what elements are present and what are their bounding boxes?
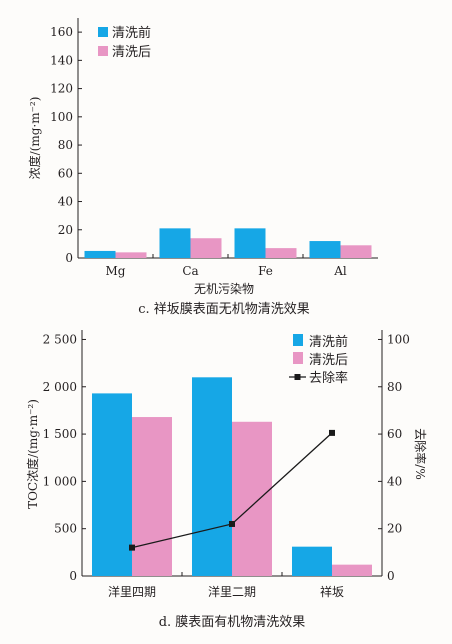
d-bar-before xyxy=(292,546,332,576)
d-y-axis-title: TOC浓度/(mg·m⁻²) xyxy=(25,399,40,509)
d-category-label: 洋里四期 xyxy=(108,584,156,599)
c-y-tick-label: 20 xyxy=(58,223,73,237)
d-y2-tick-label: 20 xyxy=(387,522,402,536)
c-y-axis-title: 浓度/(mg·m⁻²) xyxy=(27,97,42,180)
d-category-label: 祥坂 xyxy=(320,585,344,599)
c-bar-before xyxy=(159,228,191,258)
c-legend-label: 清洗后 xyxy=(112,45,151,60)
d-y-tick-label: 1 000 xyxy=(43,474,77,488)
c-bar-after xyxy=(190,238,222,258)
d-caption: d. 膜表面有机物清洗效果 xyxy=(159,615,306,630)
c-category-label: Fe xyxy=(258,264,273,278)
c-bar-before xyxy=(84,250,116,258)
d-rate-point xyxy=(129,544,135,551)
d-rate-point xyxy=(329,429,335,436)
c-y-tick-label: 80 xyxy=(58,138,73,152)
c-y-tick-label: 60 xyxy=(58,166,73,180)
d-y-tick-label: 1 500 xyxy=(43,427,77,441)
d-bar-after xyxy=(132,417,172,576)
d-category-label: 洋里二期 xyxy=(208,584,256,599)
d-bar-before xyxy=(92,393,132,576)
d-y2-tick-label: 0 xyxy=(387,569,395,583)
d-bar-before xyxy=(192,377,232,576)
c-bar-after xyxy=(115,252,147,258)
d-legend-label: 清洗后 xyxy=(309,353,348,368)
c-category-label: Ca xyxy=(182,264,198,278)
c-bar-after xyxy=(340,245,372,258)
d-rate-point xyxy=(229,520,235,527)
d-legend-swatch xyxy=(293,352,303,364)
d-y2-tick-label: 40 xyxy=(387,474,402,488)
c-legend-swatch xyxy=(98,46,108,56)
c-bar-before xyxy=(234,228,266,258)
d-legend-label: 去除率 xyxy=(309,370,348,386)
d-y2-tick-label: 100 xyxy=(387,332,410,346)
c-y-tick-label: 40 xyxy=(58,195,73,209)
d-y2-tick-label: 60 xyxy=(387,427,402,441)
d-y-tick-label: 2 000 xyxy=(43,380,77,394)
c-category-label: Al xyxy=(333,264,347,278)
d-legend-marker xyxy=(294,374,301,380)
c-bar-after xyxy=(265,248,297,258)
c-x-axis-title: 无机污染物 xyxy=(194,281,254,296)
d-y-tick-label: 2 500 xyxy=(43,332,77,346)
d-y2-axis-title: 去除率/% xyxy=(413,428,428,479)
c-bar-before xyxy=(309,241,341,258)
c-y-tick-label: 0 xyxy=(65,251,73,265)
d-y2-tick-label: 80 xyxy=(387,380,402,394)
c-y-tick-label: 120 xyxy=(50,82,73,96)
d-bar-after xyxy=(332,564,372,576)
c-category-label: Mg xyxy=(106,264,126,278)
d-bar-after xyxy=(232,421,272,576)
d-legend-swatch xyxy=(293,334,303,346)
c-y-tick-label: 160 xyxy=(50,25,73,39)
d-y-tick-label: 500 xyxy=(54,522,77,536)
c-legend-label: 清洗前 xyxy=(112,25,151,41)
c-legend-swatch xyxy=(98,27,108,37)
c-y-tick-label: 140 xyxy=(50,53,73,67)
d-legend-label: 清洗前 xyxy=(309,334,348,350)
c-caption: c. 祥坂膜表面无机物清洗效果 xyxy=(138,302,310,317)
c-y-tick-label: 100 xyxy=(50,110,73,124)
d-y-tick-label: 0 xyxy=(69,569,77,583)
